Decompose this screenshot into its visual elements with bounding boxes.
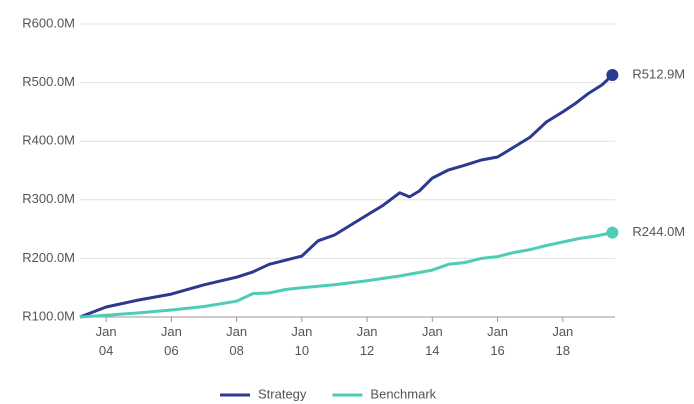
x-tick-label: Jan 14 bbox=[422, 324, 443, 358]
x-tick-label: Jan 16 bbox=[487, 324, 508, 358]
series-line bbox=[79, 73, 614, 319]
x-tick-label: Jan 18 bbox=[552, 324, 573, 358]
x-tick-label: Jan 04 bbox=[96, 324, 117, 358]
y-tick-label: R200.0M bbox=[22, 250, 75, 265]
end-marker bbox=[606, 69, 619, 82]
y-tick-label: R500.0M bbox=[22, 74, 75, 89]
end-label: R244.0M bbox=[632, 224, 685, 239]
y-tick-label: R300.0M bbox=[22, 191, 75, 206]
legend-label: Strategy bbox=[258, 386, 307, 401]
end-marker bbox=[606, 226, 619, 239]
series-line bbox=[79, 231, 613, 319]
end-label: R512.9M bbox=[632, 66, 685, 81]
x-tick-label: Jan 06 bbox=[161, 324, 182, 358]
legend-label: Benchmark bbox=[370, 386, 436, 401]
x-tick-label: Jan 10 bbox=[291, 324, 312, 358]
y-tick-label: R100.0M bbox=[22, 308, 75, 323]
y-tick-label: R600.0M bbox=[22, 15, 75, 30]
y-tick-label: R400.0M bbox=[22, 133, 75, 148]
x-tick-label: Jan 08 bbox=[226, 324, 247, 358]
x-tick-label: Jan 12 bbox=[357, 324, 378, 358]
